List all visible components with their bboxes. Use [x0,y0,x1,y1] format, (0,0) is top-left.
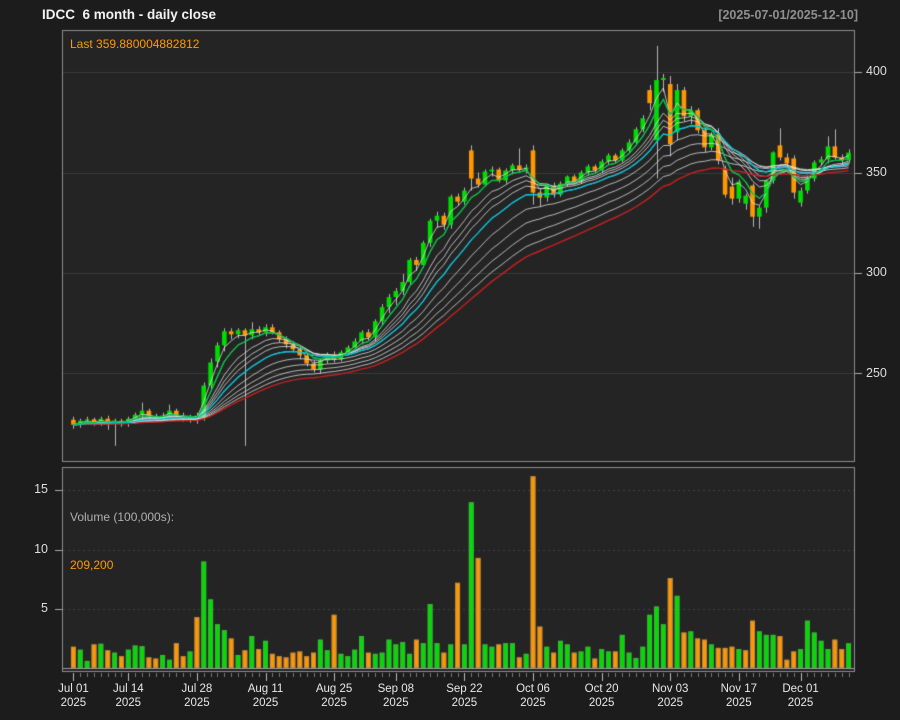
x-axis-tick-year: 2025 [60,697,87,709]
last-price-value: 359.880004882812 [96,37,200,51]
x-axis-tick-label: Dec 01 2025 [769,682,833,710]
x-axis-tick-label: Jul 01 2025 [41,682,105,710]
volume-readout: Volume (100,000s): 209,200 [70,477,174,605]
volume-last-value: 209,200 [70,558,114,572]
price-axis-tick-label: 350 [866,164,887,179]
x-axis-tick-date: Nov 17 [720,683,758,695]
x-axis-tick-year: 2025 [726,697,752,709]
x-axis-tick-label: Aug 25 2025 [302,682,366,710]
volume-axis-tick-label: 5 [41,600,48,615]
price-axis-tick-label: 300 [866,265,887,279]
x-axis-tick-date: Sep 08 [377,683,415,695]
x-axis-tick-date: Dec 01 [782,683,819,695]
x-axis-tick-label: Jul 14 2025 [96,682,160,710]
x-axis-tick-year: 2025 [184,697,210,709]
x-axis-tick-label: Sep 22 2025 [432,682,496,710]
x-axis-tick-year: 2025 [321,697,347,709]
x-axis-tick-label: Jul 28 2025 [165,682,229,710]
x-axis-tick-date: Nov 03 [652,683,689,695]
volume-units-label: Volume (100,000s): [70,510,175,524]
x-axis-tick-year: 2025 [588,697,615,709]
x-axis-tick-date: Jul 01 [58,683,89,695]
price-axis-tick-label: 400 [866,64,887,78]
x-axis-tick-year: 2025 [451,697,478,709]
x-axis-tick-year: 2025 [383,697,409,709]
x-axis-tick-year: 2025 [520,697,546,709]
x-axis-tick-date: Aug 11 [247,683,284,695]
x-axis-tick-date: Oct 20 [584,683,619,695]
date-range-label: [2025-07-01/2025-12-10] [718,8,858,22]
x-axis-tick-year: 2025 [657,697,684,709]
x-axis-tick-label: Oct 06 2025 [501,682,565,710]
x-axis-tick-year: 2025 [115,697,142,709]
x-axis-tick-date: Jul 28 [181,683,213,695]
x-axis-tick-label: Sep 08 2025 [364,682,428,710]
x-axis-tick-date: Jul 14 [112,683,144,695]
volume-axis-tick-label: 10 [34,541,48,556]
x-axis-tick-date: Oct 06 [516,683,550,695]
x-axis-tick-year: 2025 [252,697,279,709]
last-label: Last [70,37,93,51]
x-axis-tick-year: 2025 [787,697,814,709]
x-axis-tick-label: Aug 11 2025 [234,682,298,710]
x-axis-tick-date: Sep 22 [446,683,483,695]
price-axis-tick-label: 250 [866,365,887,380]
x-axis-tick-label: Nov 17 2025 [707,682,771,710]
volume-axis-tick-label: 15 [34,482,48,497]
last-price-readout: Last 359.880004882812 [70,37,199,51]
x-axis-tick-label: Oct 20 2025 [570,682,634,710]
page-title: IDCC 6 month - daily close [42,7,217,22]
x-axis-tick-date: Aug 25 [315,683,353,695]
x-axis-tick-label: Nov 03 2025 [638,682,702,710]
